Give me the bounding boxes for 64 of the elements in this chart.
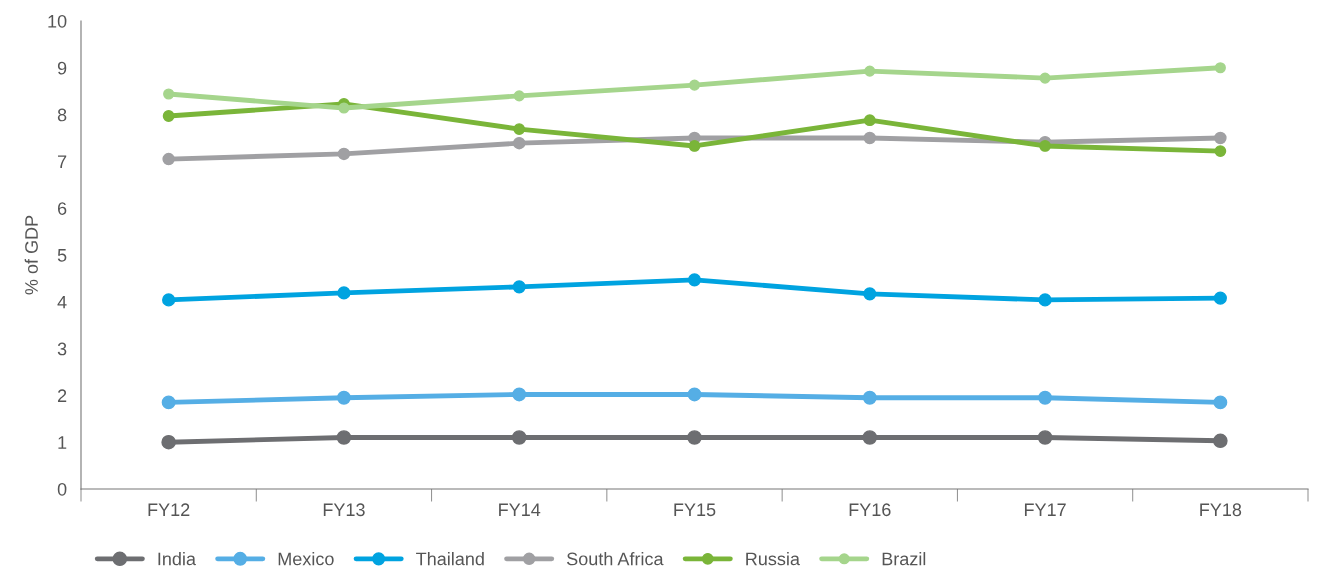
point xyxy=(688,140,701,152)
x-tick-label: FY18 xyxy=(1200,503,1242,517)
y-tick-label: 8 xyxy=(57,108,67,122)
y-tick-label: 0 xyxy=(57,482,67,496)
legend-label: Mexico xyxy=(278,552,334,566)
point xyxy=(338,102,350,114)
x-tick-label: FY15 xyxy=(674,503,716,517)
point xyxy=(336,390,351,405)
point xyxy=(513,123,526,136)
point xyxy=(513,90,525,102)
point xyxy=(337,147,351,161)
point xyxy=(1037,430,1053,445)
point xyxy=(1039,140,1051,152)
point xyxy=(1038,293,1052,307)
x-tick-label: FY13 xyxy=(323,503,365,517)
point xyxy=(162,152,175,166)
y-tick-label: 10 xyxy=(48,14,67,28)
point xyxy=(161,395,176,410)
point xyxy=(336,430,352,445)
point xyxy=(1213,291,1227,305)
y-tick-label: 2 xyxy=(57,389,67,402)
point xyxy=(863,131,877,145)
point xyxy=(1038,390,1053,405)
legend-label: Russia xyxy=(746,552,800,566)
point xyxy=(162,293,176,307)
point xyxy=(1039,72,1051,84)
x-tick-label: FY17 xyxy=(1024,503,1066,516)
y-tick-label: 1 xyxy=(58,436,67,449)
y-tick-label: 5 xyxy=(57,249,67,262)
x-tick-label: FY16 xyxy=(849,503,891,517)
point xyxy=(162,110,175,122)
point xyxy=(688,79,701,91)
legend-label: India xyxy=(158,552,196,566)
point xyxy=(862,430,878,445)
point xyxy=(512,387,527,402)
y-tick-label: 6 xyxy=(57,202,67,215)
point xyxy=(163,88,175,100)
point xyxy=(511,430,527,445)
x-tick-label: FY12 xyxy=(148,503,190,516)
point xyxy=(687,430,702,445)
y-tick-label: 3 xyxy=(57,342,67,356)
point xyxy=(512,136,526,150)
point xyxy=(863,114,876,127)
point xyxy=(1214,62,1226,74)
y-axis-title: % of GDP xyxy=(24,215,38,295)
point xyxy=(1214,131,1227,145)
point xyxy=(337,286,351,300)
point xyxy=(161,434,176,450)
point xyxy=(687,387,702,402)
y-tick-label: 7 xyxy=(58,155,67,168)
point xyxy=(864,65,876,77)
x-tick-label: FY14 xyxy=(499,503,541,516)
legend-label: Thailand xyxy=(416,552,484,566)
point xyxy=(1213,395,1228,410)
y-tick-label: 4 xyxy=(57,295,67,309)
point xyxy=(1213,433,1228,449)
point xyxy=(687,273,702,287)
legend-label: Brazil xyxy=(882,552,926,566)
point xyxy=(862,390,877,405)
legend-label: South Africa xyxy=(567,552,664,566)
y-tick-label: 9 xyxy=(57,61,67,75)
point xyxy=(1214,145,1227,158)
point xyxy=(512,280,526,294)
point xyxy=(863,287,877,301)
